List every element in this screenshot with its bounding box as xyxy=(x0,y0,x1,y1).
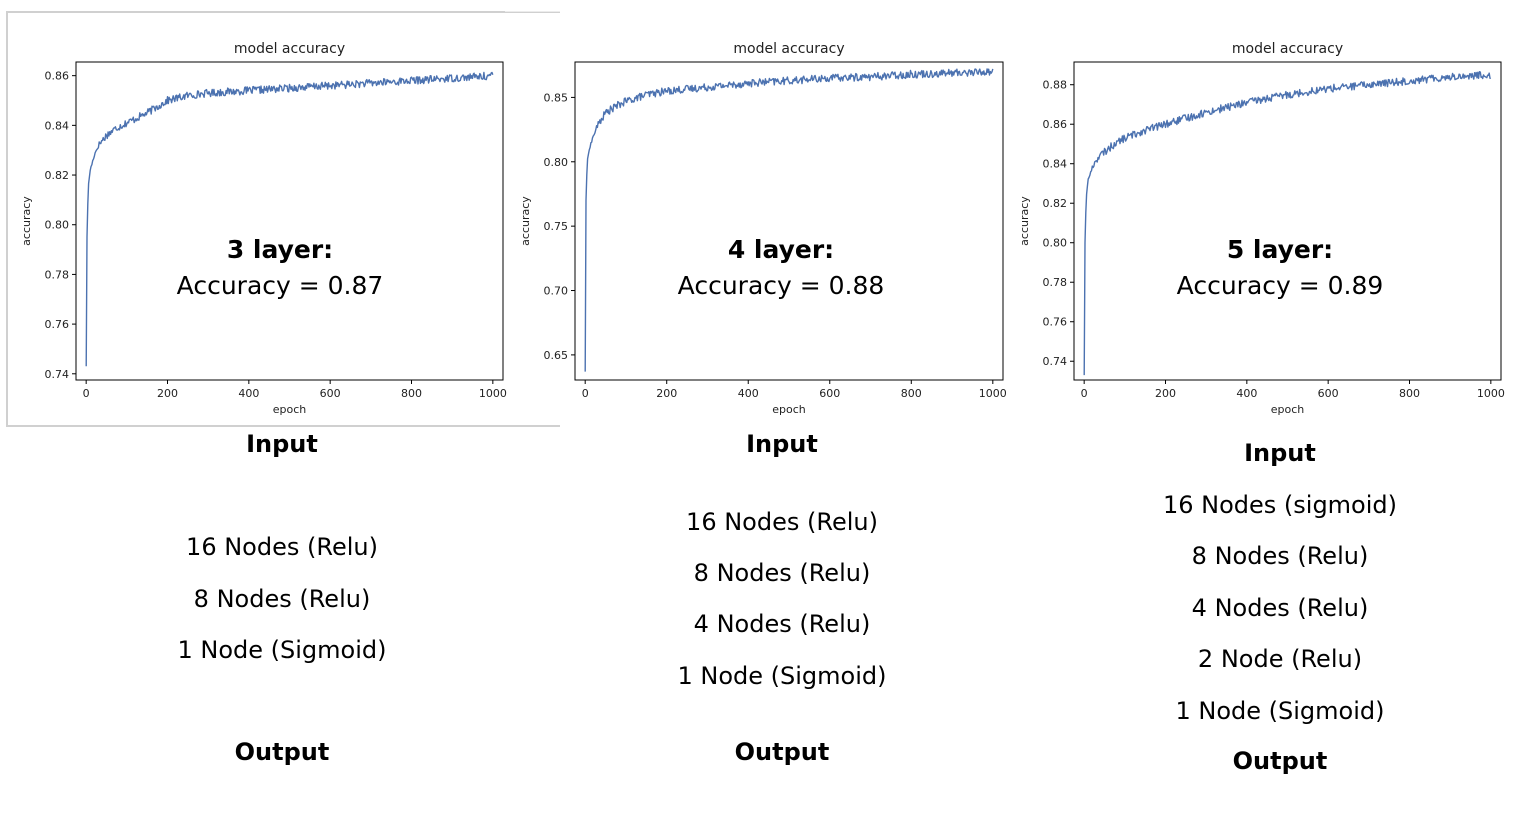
input-label: Input xyxy=(246,430,318,458)
layer-2: 8 Nodes (Relu) xyxy=(1191,542,1369,570)
x-tick-label: 0 xyxy=(1081,387,1088,400)
architecture-4-layer: Input 16 Nodes (Relu) 8 Nodes (Relu) 4 N… xyxy=(612,0,952,822)
chart-1: model accuracy 0 200 400 600 800 1000 0.74 0.76 0… xyxy=(20,41,507,416)
y-tick-label: 0.80 xyxy=(1043,237,1068,250)
chart-title: model accuracy xyxy=(234,41,345,57)
x-tick-label: 400 xyxy=(738,387,759,400)
plot-frame xyxy=(75,61,504,381)
overlay-title: 3 layer: xyxy=(226,235,334,264)
y-tick-label: 0.88 xyxy=(1043,79,1068,92)
layer-3: 4 Nodes (Relu) xyxy=(1191,594,1369,622)
architecture-3-layer: Input 16 Nodes (Relu) 8 Nodes (Relu) 1 N… xyxy=(112,0,452,822)
x-tick-label: 200 xyxy=(1155,387,1176,400)
y-tick-label: 0.80 xyxy=(45,219,70,232)
chart-2: model accuracy 0 200 400 600 800 1000 0.65 0.70 0… xyxy=(519,41,1007,416)
layer-3: 4 Nodes (Relu) xyxy=(693,610,871,638)
y-tick-label: 0.75 xyxy=(544,220,569,233)
y-tick-label: 0.82 xyxy=(1043,197,1068,210)
y-tick-label: 0.70 xyxy=(544,285,569,298)
x-tick-label: 0 xyxy=(83,387,90,400)
chart-3: model accuracy 0 200 400 600 800 1000 0.74 0.76 0… xyxy=(1018,41,1505,416)
layer-1: 16 Nodes (sigmoid) xyxy=(1162,491,1398,519)
y-tick-label: 0.74 xyxy=(1043,355,1068,368)
x-tick-label: 200 xyxy=(656,387,677,400)
input-label: Input xyxy=(746,430,818,458)
y-tick-label: 0.86 xyxy=(45,70,70,83)
y-axis-label: accuracy xyxy=(1018,196,1031,246)
y-axis-label: accuracy xyxy=(519,196,532,246)
x-tick-label: 400 xyxy=(238,387,259,400)
y-tick-label: 0.86 xyxy=(1043,118,1068,131)
layer-1: 16 Nodes (Relu) xyxy=(186,533,378,561)
chart-title: model accuracy xyxy=(1232,41,1343,57)
layer-4: 1 Node (Sigmoid) xyxy=(677,662,887,690)
layer-2: 8 Nodes (Relu) xyxy=(693,559,871,587)
layer-5: 1 Node (Sigmoid) xyxy=(1175,697,1385,725)
y-tick-label: 0.85 xyxy=(544,91,569,104)
output-label: Output xyxy=(734,738,830,766)
panel-frame xyxy=(6,11,560,427)
plot-frame xyxy=(574,61,1004,381)
y-tick-label: 0.80 xyxy=(544,156,569,169)
layer-3: 1 Node (Sigmoid) xyxy=(177,636,387,664)
series-line xyxy=(85,71,494,367)
chart-title: model accuracy xyxy=(733,41,844,57)
output-label: Output xyxy=(234,738,330,766)
series-line xyxy=(1083,71,1492,376)
architecture-5-layer: Input 16 Nodes (sigmoid) 8 Nodes (Relu) … xyxy=(1110,0,1450,822)
x-tick-label: 1000 xyxy=(479,387,507,400)
overlay-accuracy: Accuracy = 0.89 xyxy=(1176,271,1384,300)
plot-frame xyxy=(1073,61,1502,381)
y-tick-label: 0.84 xyxy=(1043,158,1068,171)
y-tick-label: 0.74 xyxy=(45,368,70,381)
y-tick-label: 0.65 xyxy=(544,349,569,362)
x-tick-label: 1000 xyxy=(1477,387,1505,400)
output-label: Output xyxy=(1232,747,1328,775)
overlay-accuracy: Accuracy = 0.88 xyxy=(677,271,885,300)
layer-1: 16 Nodes (Relu) xyxy=(686,508,878,536)
x-tick-label: 800 xyxy=(901,387,922,400)
layer-4: 2 Node (Relu) xyxy=(1197,645,1363,673)
x-axis-label: epoch xyxy=(772,403,806,416)
y-axis-label: accuracy xyxy=(20,196,33,246)
x-tick-label: 400 xyxy=(1236,387,1257,400)
y-tick-label: 0.76 xyxy=(45,318,70,331)
y-tick-label: 0.76 xyxy=(1043,316,1068,329)
overlay-title: 5 layer: xyxy=(1226,235,1334,264)
x-tick-label: 800 xyxy=(401,387,422,400)
series-line xyxy=(584,68,994,372)
x-tick-label: 1000 xyxy=(979,387,1007,400)
y-tick-label: 0.84 xyxy=(45,119,70,132)
x-tick-label: 800 xyxy=(1399,387,1420,400)
x-axis-label: epoch xyxy=(1271,403,1305,416)
y-tick-label: 0.82 xyxy=(45,169,70,182)
panel-frame-edge xyxy=(505,11,560,12)
x-tick-label: 600 xyxy=(819,387,840,400)
x-tick-label: 200 xyxy=(157,387,178,400)
x-tick-label: 600 xyxy=(320,387,341,400)
overlay-title: 4 layer: xyxy=(727,235,835,264)
x-tick-label: 0 xyxy=(582,387,589,400)
y-tick-label: 0.78 xyxy=(1043,276,1068,289)
layer-2: 8 Nodes (Relu) xyxy=(193,585,371,613)
y-tick-label: 0.78 xyxy=(45,268,70,281)
input-label: Input xyxy=(1244,439,1316,467)
overlay-accuracy: Accuracy = 0.87 xyxy=(176,271,384,300)
x-tick-label: 600 xyxy=(1318,387,1339,400)
x-axis-label: epoch xyxy=(273,403,307,416)
